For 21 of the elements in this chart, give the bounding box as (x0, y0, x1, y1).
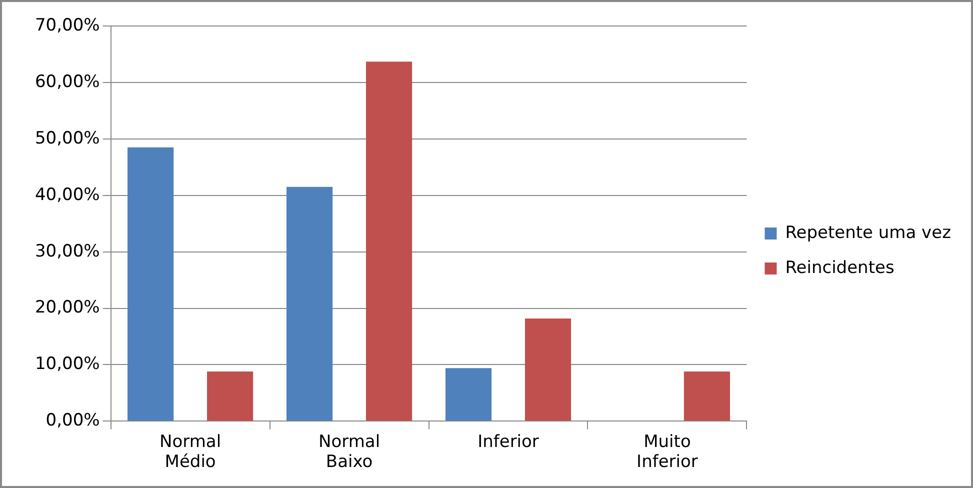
x-tick-label: Normal Baixo (318, 432, 380, 472)
bar (128, 147, 174, 421)
bar (524, 318, 572, 421)
legend-label: Reincidentes (785, 258, 894, 278)
x-tick-label: Normal Médio (160, 432, 222, 472)
bar (286, 186, 333, 421)
bar (684, 372, 730, 421)
y-tick-label: 30,00% (34, 241, 100, 262)
bar (366, 62, 412, 421)
y-tick-label: 20,00% (34, 298, 100, 318)
y-tick-label: 0,00% (46, 410, 100, 431)
x-tick-label: Muito Inferior (636, 432, 698, 472)
y-tick-label: 10,00% (34, 354, 100, 374)
y-tick-label: 70,00% (34, 15, 100, 36)
y-tick-label: 50,00% (34, 128, 100, 148)
y-tick-label: 40,00% (34, 184, 100, 205)
bar (445, 368, 492, 421)
bar (207, 372, 254, 421)
x-tick-label: Inferior (478, 432, 539, 452)
legend-label: Repetente uma vez (785, 222, 952, 243)
y-tick-label: 60,00% (34, 72, 100, 92)
